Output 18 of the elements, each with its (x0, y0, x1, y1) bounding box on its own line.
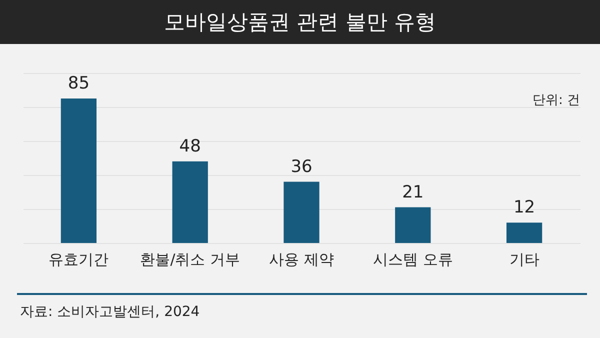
annotation: 단위: 건 (532, 93, 580, 108)
data-label: 12 (513, 198, 536, 218)
bar (284, 182, 320, 243)
chart-title: 모바일상품권 관련 불만 유형 (0, 0, 600, 44)
data-label: 48 (179, 136, 201, 156)
x-tick-label: 유효기간 (48, 250, 109, 268)
x-tick-label: 시스템 오류 (373, 250, 453, 268)
bar (60, 98, 97, 243)
data-label: 21 (402, 182, 424, 202)
data-label: 36 (290, 156, 312, 177)
x-tick-label: 환불/취소 거부 (140, 250, 240, 268)
bar (506, 222, 542, 243)
bar (395, 207, 431, 243)
data-label: 85 (68, 74, 90, 94)
x-tick-label: 사용 제약 (269, 250, 334, 268)
text: 자료: 소비자고발센터, 2024 (20, 303, 200, 321)
x-tick-label: 기타 (509, 250, 540, 268)
bar (172, 161, 208, 243)
